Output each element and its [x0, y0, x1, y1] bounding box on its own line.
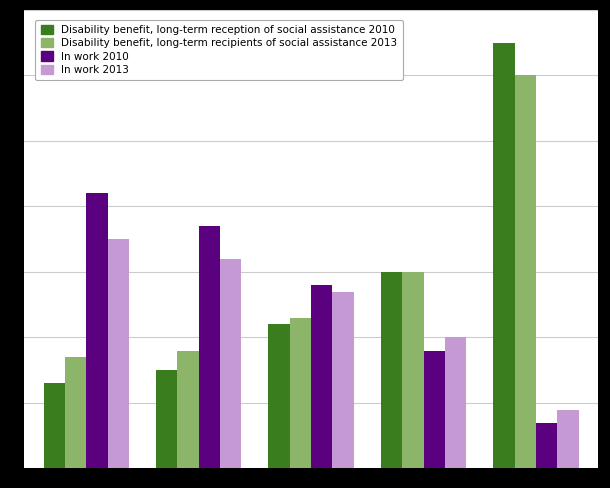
Bar: [107, 239, 129, 468]
Bar: [156, 370, 178, 468]
Bar: [445, 337, 466, 468]
Bar: [311, 285, 332, 468]
Bar: [290, 318, 311, 468]
Bar: [199, 226, 220, 468]
Bar: [402, 272, 423, 468]
Bar: [493, 42, 515, 468]
Bar: [423, 350, 445, 468]
Bar: [86, 193, 107, 468]
Bar: [178, 350, 199, 468]
Bar: [268, 325, 290, 468]
Bar: [43, 383, 65, 468]
Bar: [381, 272, 402, 468]
Bar: [558, 409, 579, 468]
Bar: [332, 291, 354, 468]
Bar: [65, 357, 86, 468]
Bar: [536, 423, 558, 468]
Bar: [515, 75, 536, 468]
Bar: [220, 259, 242, 468]
Legend: Disability benefit, long-term reception of social assistance 2010, Disability be: Disability benefit, long-term reception …: [35, 20, 403, 80]
